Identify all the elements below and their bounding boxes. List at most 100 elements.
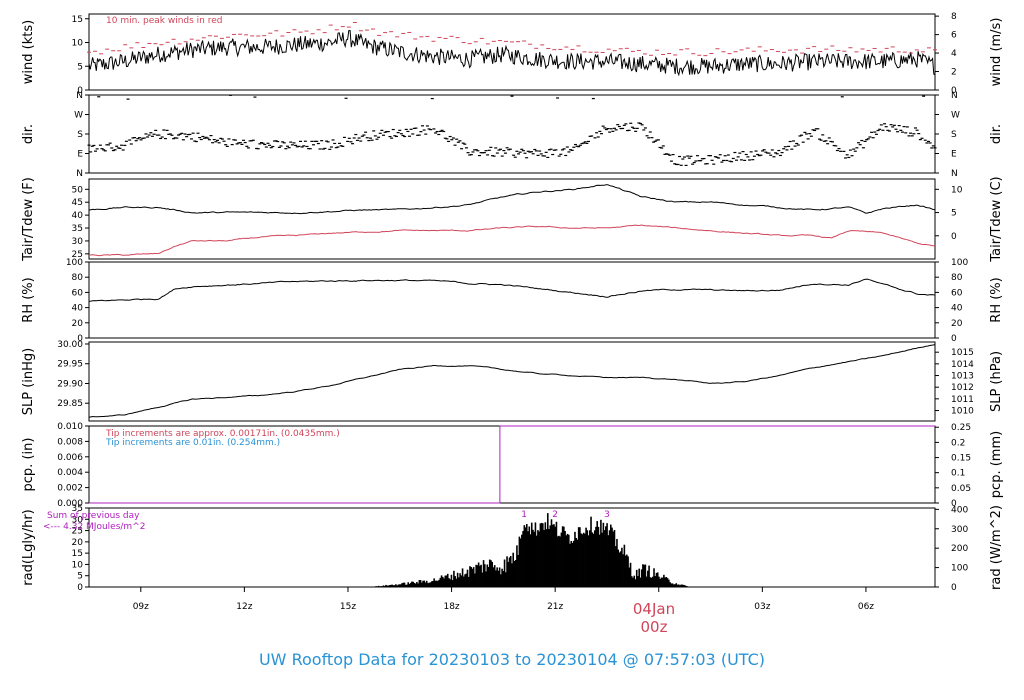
right-tick-label: 0.25 (951, 423, 971, 433)
left-tick-label: 15 (72, 15, 83, 25)
left-tick-label: 0.006 (57, 453, 83, 463)
y-axis-label-left: rad(Lgly/hr) (21, 509, 36, 585)
left-tick-label: 35 (72, 224, 83, 234)
y-axis-label-right: rad (W/m^2) (989, 505, 1004, 590)
right-tick-label: 40 (951, 304, 963, 314)
left-tick-label: 100 (66, 258, 83, 268)
left-tick-label: 0.002 (57, 484, 83, 494)
y-axis-label-left: SLP (inHg) (21, 348, 36, 416)
y-axis-label-right: wind (m/s) (989, 18, 1004, 87)
right-tick-label: 6 (951, 31, 957, 41)
day-marker-label: 04Jan (633, 600, 675, 618)
right-tick-label: 1015 (951, 348, 974, 358)
panel-pcp: 0.000 0.002 0.004 0.006 0.008 0.010 0 0.05 0.1 0.… (21, 422, 1004, 509)
radiation-sum-value: <--- 4.32 MJoules/m^2 (43, 522, 145, 532)
left-tick-label: N (76, 169, 83, 179)
series-Tair (88, 184, 936, 215)
x-tick-label: 21z (547, 602, 563, 612)
left-tick-label: 30 (72, 515, 84, 525)
tip-increment-note-2: Tip increments are 0.01in. (0.254mm.) (105, 438, 280, 448)
right-tick-label: 0 (951, 583, 957, 593)
radiation-peak-marker: 2 (552, 510, 558, 520)
right-tick-label: 1011 (951, 395, 974, 405)
left-tick-label: 5 (77, 62, 83, 72)
x-axis: 09z 12z 15z 18z 21z 03z 06z (133, 587, 874, 612)
right-tick-label: 2 (951, 68, 957, 78)
right-tick-label: N (951, 91, 958, 101)
panel-temp: 25 30 35 40 45 50 0 5 10 Tair/Tdew (F) Tair/Tdew (… (21, 176, 1004, 262)
right-tick-label: 8 (951, 12, 957, 22)
right-tick-label: 300 (951, 525, 968, 535)
right-tick-label: 0 (951, 86, 957, 96)
x-tick-label: 03z (754, 602, 770, 612)
panel-frame (88, 178, 936, 260)
left-tick-label: 0 (77, 334, 83, 344)
y-axis-label-right: RH (%) (989, 277, 1004, 322)
left-tick-label: 0.004 (57, 468, 83, 478)
left-tick-label: 0 (77, 86, 83, 96)
right-tick-label: 0 (951, 499, 957, 509)
left-tick-label: 5 (77, 572, 83, 582)
right-tick-label: 0.05 (951, 484, 971, 494)
x-tick-label: 09z (133, 602, 149, 612)
chart-title: UW Rooftop Data for 20230103 to 20230104… (259, 650, 765, 669)
right-tick-label: W (951, 111, 960, 121)
series-peak (87, 22, 937, 57)
right-tick-label: 0 (951, 232, 957, 242)
radiation-peak-marker: 1 (521, 510, 527, 520)
series-wind (88, 29, 936, 77)
radiation-peak-marker: 3 (604, 510, 610, 520)
series-Tdew (88, 224, 936, 257)
left-tick-label: E (77, 150, 83, 160)
right-tick-label: 1010 (951, 407, 974, 417)
x-tick-label: 12z (236, 602, 252, 612)
y-axis-label-right: pcp. (mm) (989, 431, 1004, 498)
day-marker-hour: 00z (641, 618, 668, 636)
tip-increment-note: Tip increments are approx. 0.00171in. (0… (105, 429, 340, 439)
right-tick-label: 0.2 (951, 438, 965, 448)
right-tick-label: 1013 (951, 372, 974, 382)
left-tick-label: 10 (72, 39, 84, 49)
right-tick-label: N (951, 169, 958, 179)
panel-frame (88, 261, 936, 339)
right-tick-label: 100 (951, 564, 968, 574)
y-axis-label-left: RH (%) (21, 277, 36, 322)
right-tick-label: 0.1 (951, 469, 965, 479)
radiation-sum-note: Sum of previous day (47, 511, 140, 521)
y-axis-label-right: SLP (hPa) (989, 351, 1004, 412)
right-tick-label: 1014 (951, 360, 974, 370)
y-axis-label-left: dir. (21, 124, 36, 144)
series-RH (88, 278, 936, 302)
left-tick-label: 0.000 (57, 499, 83, 509)
right-tick-label: 100 (951, 258, 968, 268)
left-tick-label: N (76, 91, 83, 101)
x-tick-label: 15z (340, 602, 356, 612)
right-tick-label: 20 (951, 319, 963, 329)
series-radiation (369, 513, 690, 587)
y-axis-label-right: dir. (989, 124, 1004, 144)
right-tick-label: 10 (951, 185, 963, 195)
panel-frame (88, 341, 936, 422)
right-tick-label: E (951, 150, 957, 160)
right-tick-label: 0 (951, 334, 957, 344)
left-tick-label: 20 (72, 538, 84, 548)
left-tick-label: 40 (72, 304, 84, 314)
left-tick-label: 10 (72, 560, 84, 570)
right-tick-label: S (951, 130, 957, 140)
left-tick-label: 0.008 (57, 437, 83, 447)
left-tick-label: 25 (72, 527, 83, 537)
y-axis-label-left: pcp. (in) (21, 438, 36, 492)
x-tick-label: 06z (858, 602, 874, 612)
right-tick-label: 200 (951, 544, 968, 554)
left-tick-label: 35 (72, 504, 83, 514)
right-tick-label: 60 (951, 288, 963, 298)
panel-wind: 0 5 10 15 0 2 4 6 8 wind (kts) wind (m/s) 10 min. p… (21, 12, 1004, 96)
series-direction (87, 94, 937, 167)
left-tick-label: 0 (77, 583, 83, 593)
left-tick-label: W (74, 111, 83, 121)
left-tick-label: 29.95 (57, 360, 83, 370)
left-tick-label: 40 (72, 211, 84, 221)
right-tick-label: 1012 (951, 383, 974, 393)
